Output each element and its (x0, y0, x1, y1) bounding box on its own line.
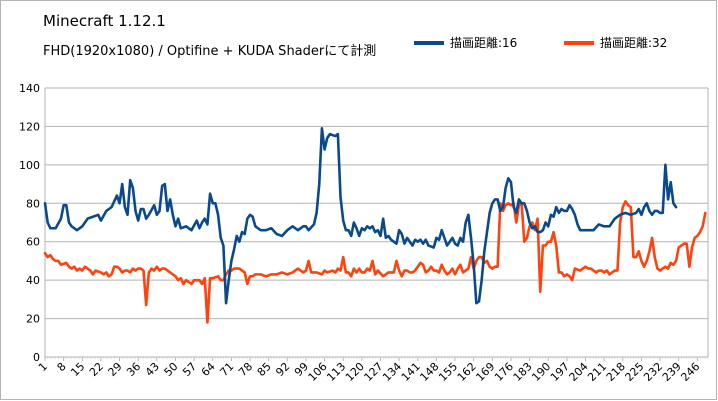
x-tick-label: 71 (217, 360, 236, 379)
chart-title: Minecraft 1.12.1 (43, 12, 166, 30)
x-tick-label: 15 (68, 360, 87, 379)
x-tick-label: 50 (161, 360, 180, 379)
legend-label-series-16: 描画距離:16 (450, 36, 518, 50)
x-tick-label: 78 (236, 360, 255, 379)
x-tick-label: 22 (87, 360, 106, 379)
legend-swatch-series-32 (564, 40, 594, 45)
y-tick-label: 120 (19, 120, 40, 133)
x-tick-label: 57 (180, 360, 199, 379)
chart-subtitle: FHD(1920x1080) / Optifine + KUDA Shaderに… (43, 44, 377, 59)
y-tick-label: 20 (26, 313, 40, 326)
x-tick-label: 29 (106, 360, 125, 379)
y-tick-label: 140 (19, 82, 40, 95)
legend-item-series-32: 描画距離:32 (564, 34, 667, 51)
x-tick-label: 8 (55, 360, 69, 374)
y-tick-label: 80 (26, 197, 40, 210)
y-tick-label: 100 (19, 159, 40, 172)
x-tick-label: 43 (143, 360, 162, 379)
x-tick-label: 36 (124, 360, 143, 379)
x-tick-label: 1 (36, 360, 50, 374)
x-tick-label: 92 (273, 360, 292, 379)
x-tick-label: 64 (199, 360, 218, 379)
legend-swatch-series-16 (414, 40, 444, 45)
legend-item-series-16: 描画距離:16 (414, 34, 517, 51)
x-tick-label: 85 (255, 360, 274, 379)
y-tick-label: 60 (26, 236, 40, 249)
y-tick-label: 40 (26, 274, 40, 287)
x-tick-label: 246 (678, 360, 702, 384)
series-line-16 (43, 127, 678, 305)
legend-label-series-32: 描画距離:32 (600, 36, 668, 50)
series-line-32 (43, 200, 707, 324)
y-tick-label: 0 (33, 351, 40, 364)
